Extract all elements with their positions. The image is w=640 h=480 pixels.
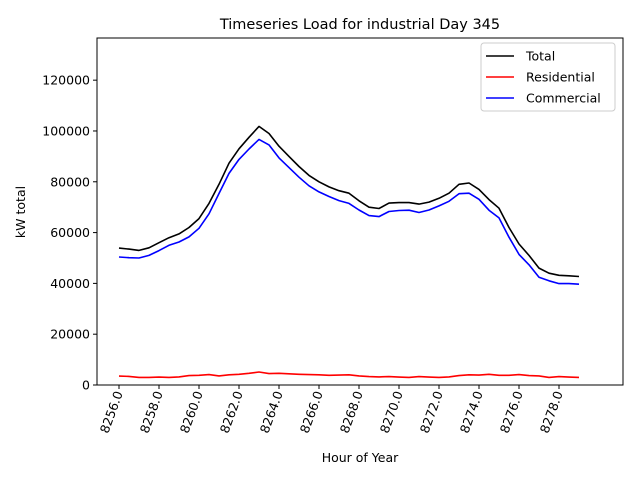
axes-frame — [96, 37, 624, 386]
x-tick-label: 8256.0 — [97, 389, 126, 435]
x-tick-label: 8268.0 — [337, 389, 366, 435]
x-tick-label: 8272.0 — [417, 389, 446, 435]
x-axis-label: Hour of Year — [322, 450, 399, 465]
y-tick-label: 100000 — [42, 123, 90, 138]
x-tick-label: 8270.0 — [377, 389, 406, 435]
x-tick-label: 8258.0 — [137, 389, 166, 435]
series-line-total — [118, 125, 580, 278]
x-tick-label: 8264.0 — [257, 389, 286, 435]
y-tick-label: 120000 — [42, 73, 90, 88]
x-tick-label: 8278.0 — [537, 389, 566, 435]
y-tick-label: 40000 — [50, 276, 90, 291]
legend-label: Commercial — [526, 91, 601, 106]
y-tick-label: 60000 — [50, 225, 90, 240]
y-tick-label: 20000 — [50, 327, 90, 342]
x-tick-label: 8276.0 — [497, 389, 526, 435]
legend-box — [480, 42, 616, 112]
x-tick-label: 8260.0 — [177, 389, 206, 435]
y-axis: 0 20000 40000 60000 80000 100000 120000 — [42, 73, 97, 393]
legend-label: Total — [525, 49, 555, 64]
legend-label: Residential — [526, 70, 595, 85]
x-tick-label: 8274.0 — [457, 389, 486, 435]
plot-area — [118, 125, 580, 379]
series-line-residential — [118, 371, 580, 379]
x-tick-label: 8262.0 — [217, 389, 246, 435]
legend: Total Residential Commercial — [480, 42, 616, 112]
chart-title: Timeseries Load for industrial Day 345 — [219, 17, 500, 33]
y-tick-label: 0 — [82, 378, 90, 393]
y-axis-label: kW total — [13, 186, 28, 238]
x-tick-label: 8266.0 — [297, 389, 326, 435]
x-axis: 8256.0 8258.0 8260.0 8262.0 8264.0 8266.0 8268… — [97, 385, 566, 435]
series-line-commercial — [118, 138, 580, 285]
y-tick-label: 80000 — [50, 174, 90, 189]
